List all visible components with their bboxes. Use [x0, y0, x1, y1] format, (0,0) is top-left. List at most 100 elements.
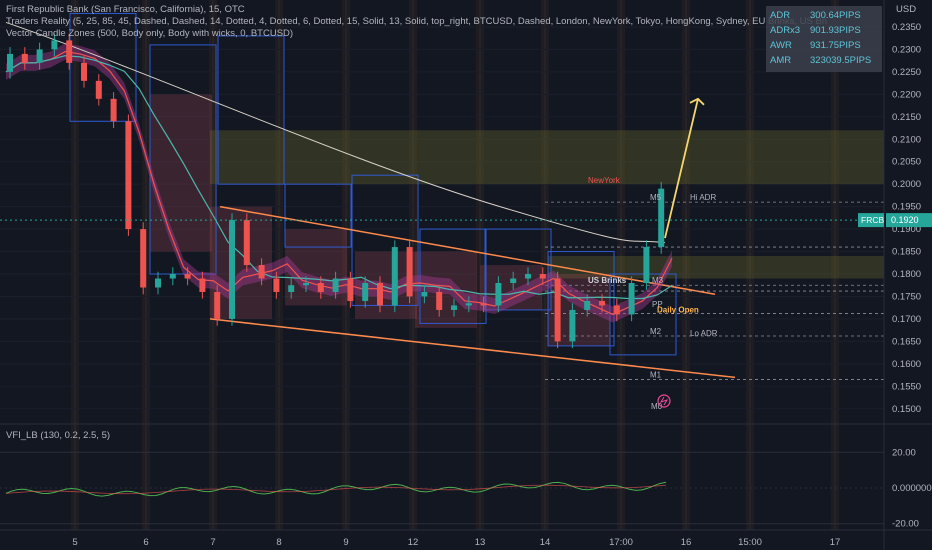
session-box	[284, 183, 352, 248]
candle-body	[643, 247, 650, 283]
ma-fast-line	[5, 51, 673, 316]
session-band	[275, 0, 283, 530]
candle-body	[273, 278, 280, 292]
vector-candle-legend[interactable]: Vector Candle Zones (500, Body only, Bod…	[6, 28, 294, 39]
traders-reality-legend[interactable]: Traders Reality (5, 25, 85, 45, Dashed, …	[6, 16, 828, 27]
price-tick-label: 0.2250	[892, 67, 921, 78]
annotation-label: M0	[651, 402, 663, 411]
candle-body	[169, 274, 176, 279]
candle-body	[7, 53, 13, 72]
time-tick-label: 13	[475, 537, 486, 548]
price-tick-label: 0.1600	[892, 359, 921, 370]
current-price-tag	[886, 213, 932, 228]
candle-body	[510, 278, 517, 283]
price-tick-label: 0.2100	[892, 134, 921, 145]
price-tick-label: 0.1850	[892, 247, 921, 258]
vector-zone-box	[285, 229, 347, 306]
adr-info-box: ADR 300.64PIPS ADRx3 901.93PIPS AWR 931.…	[766, 6, 882, 72]
session-band	[209, 0, 217, 530]
candle-body	[599, 300, 605, 306]
annotation-label: M1	[650, 371, 662, 380]
channel-lower-line	[209, 318, 736, 379]
annotation-label: NewYork	[588, 176, 621, 185]
candle-body	[391, 247, 398, 306]
currency-label: USD	[896, 4, 916, 15]
price-tick-label: 0.2350	[892, 22, 921, 33]
candle-body	[569, 309, 576, 342]
session-band	[541, 0, 549, 530]
price-tick-label: 0.2000	[892, 179, 921, 190]
price-tick-label: 0.1500	[892, 404, 921, 415]
adrx3-value: 901.93PIPS	[810, 25, 861, 36]
candle-body	[303, 282, 309, 286]
alert-icon	[657, 394, 671, 408]
awr-label: AWR	[770, 40, 792, 51]
candle-body	[125, 121, 132, 230]
vector-zone-box	[415, 251, 477, 328]
adr-label: ADR	[770, 10, 791, 21]
price-tick-label: 0.1550	[892, 381, 921, 392]
candle-body	[229, 220, 235, 319]
annotation-label: PP	[652, 300, 663, 309]
oscillator-title[interactable]: VFI_LB (130, 0.2, 2.5, 5)	[6, 430, 111, 441]
osc-tick-label: -20.00	[892, 519, 919, 530]
session-box	[69, 12, 137, 122]
price-tick-label: 0.1900	[892, 224, 921, 235]
annotation-label: US Brinks	[588, 276, 627, 285]
candle-body	[480, 303, 487, 306]
time-tick-label: 6	[143, 537, 148, 548]
candle-body	[495, 282, 502, 306]
trend-arrow	[664, 97, 705, 239]
channel-upper-line	[219, 205, 716, 295]
candle-body	[95, 80, 102, 99]
session-band	[476, 0, 484, 530]
annotation-label: Lo ADR	[690, 329, 718, 338]
candle-body	[451, 305, 457, 310]
current-price-text: 0.1920	[891, 215, 919, 225]
ma-slow-line	[5, 55, 673, 300]
candle-body	[377, 282, 383, 306]
candle-body	[613, 305, 620, 315]
candle-body	[66, 40, 73, 63]
candle-body	[184, 274, 191, 279]
time-tick-label: 8	[276, 537, 281, 548]
candle-body	[288, 285, 295, 292]
candle-body	[362, 282, 369, 301]
price-tick-label: 0.1800	[892, 269, 921, 280]
session-band	[71, 0, 79, 530]
symbol-tag	[858, 213, 884, 228]
price-tick-label: 0.2200	[892, 89, 921, 100]
candle-body	[347, 278, 354, 301]
candle-body	[81, 62, 87, 81]
price-tick-label: 0.1700	[892, 314, 921, 325]
session-band	[831, 0, 839, 530]
symbol-title: First Republic Bank (San Francisco, Cali…	[6, 4, 245, 15]
trend-arrow-line	[664, 98, 699, 239]
candle-body	[658, 188, 665, 248]
supply-zone	[548, 256, 884, 279]
candle-body	[539, 274, 546, 279]
moving-averages	[5, 21, 673, 323]
time-tick-label: 7	[210, 537, 215, 548]
session-band	[682, 0, 690, 530]
annotation-label: M3	[652, 276, 664, 285]
session-box	[484, 228, 552, 311]
price-tick-label: 0.1750	[892, 291, 921, 302]
adrx3-label: ADRx3	[770, 25, 801, 36]
candle-body	[51, 40, 58, 50]
symbol-tag-text: FRCB	[861, 215, 884, 225]
time-tick-label: 12	[408, 537, 419, 548]
session-box	[149, 44, 217, 275]
time-tick-label: 9	[343, 537, 348, 548]
candle-body	[110, 98, 117, 122]
candle-body	[332, 278, 339, 292]
price-tick-label: 0.1650	[892, 336, 921, 347]
osc-tick-label: 0.000000	[892, 483, 932, 494]
candle-body	[36, 49, 43, 63]
candle-body	[243, 220, 250, 266]
candle-body	[214, 291, 221, 319]
candle-body	[465, 303, 472, 306]
vector-zone-box	[480, 265, 542, 310]
wedge-channel	[209, 205, 736, 379]
